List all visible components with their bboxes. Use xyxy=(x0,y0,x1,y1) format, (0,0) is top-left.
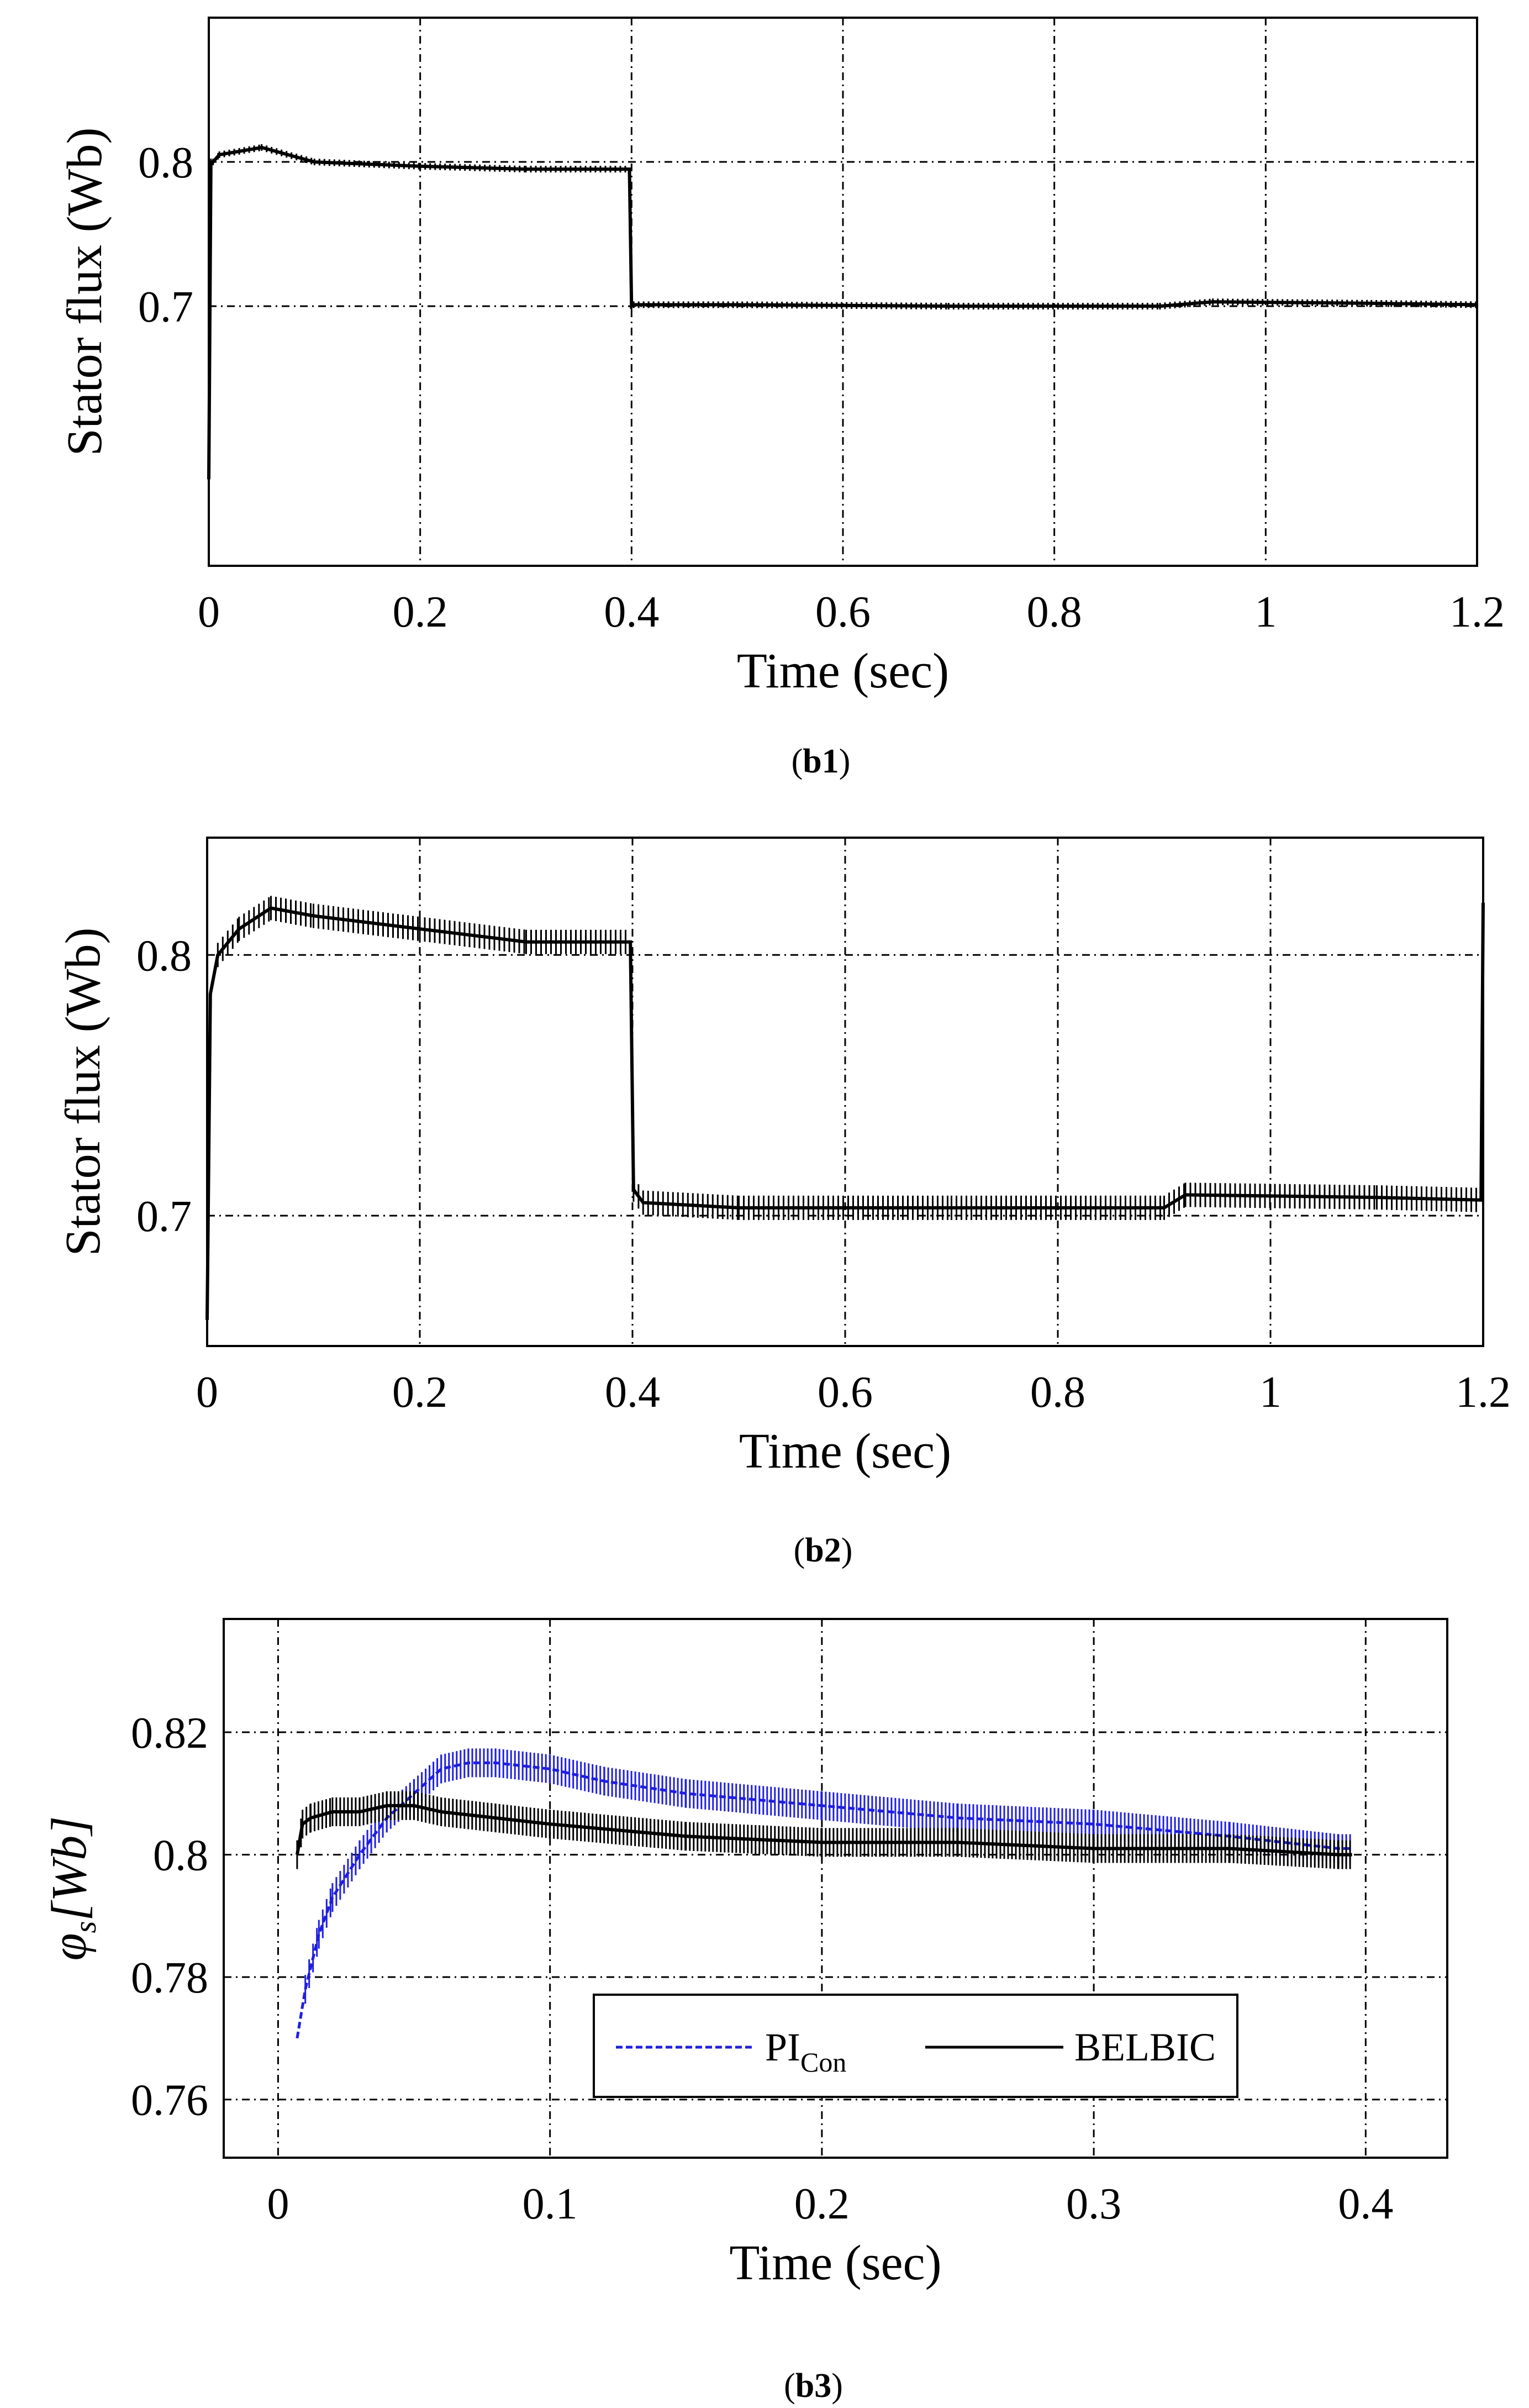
caption-open: ( xyxy=(794,1532,805,1569)
caption-open: ( xyxy=(784,2367,795,2405)
x-tick-label: 0.2 xyxy=(393,588,448,637)
legend-label-sub: Con xyxy=(800,2047,846,2078)
x-tick-label: 1.2 xyxy=(1456,1368,1511,1417)
series-belbic xyxy=(295,1791,1352,1869)
legend-label-main: BELBIC xyxy=(1074,2025,1216,2069)
y-tick-label: 0.8 xyxy=(138,139,193,187)
x-tick-label: 0.2 xyxy=(794,2180,850,2228)
caption-label: b2 xyxy=(805,1532,841,1569)
caption-label: b3 xyxy=(795,2367,831,2405)
x-tick-label: 1 xyxy=(1259,1368,1282,1417)
x-axis-label: Time (sec) xyxy=(737,644,949,698)
x-tick-label: 0.6 xyxy=(818,1368,873,1417)
caption-close: ) xyxy=(839,743,851,780)
x-axis-label: Time (sec) xyxy=(739,1424,951,1479)
x-tick-label: 0.4 xyxy=(604,588,659,637)
series-ripple xyxy=(296,1791,1351,1869)
chart-b3: 0 0.1 0.2 0.3 0.4 0.76 0.78 0.8 0.82 Time (sec) φs… xyxy=(42,1618,1448,2405)
plot-frame xyxy=(223,1618,1448,2159)
series-ripple xyxy=(210,144,1477,310)
y-tick-label: 0.76 xyxy=(131,2076,208,2125)
x-tick-label: 0 xyxy=(196,1368,218,1417)
x-tick-label: 0 xyxy=(198,588,220,637)
caption-close: ) xyxy=(841,1532,853,1569)
y-axis-unit: [Wb] xyxy=(42,1816,97,1921)
x-tick-label: 1 xyxy=(1254,588,1277,637)
caption-open: ( xyxy=(792,743,803,780)
y-axis-symbol: φ xyxy=(42,1933,97,1961)
x-tick-label: 0 xyxy=(267,2180,289,2228)
y-tick-label: 0.82 xyxy=(131,1709,208,1758)
y-axis-label: φs[Wb] xyxy=(42,1816,103,1961)
x-tick-label: 0.4 xyxy=(1338,2180,1393,2228)
y-tick-label: 0.78 xyxy=(131,1954,208,2002)
y-tick-label: 0.7 xyxy=(138,283,193,332)
figure-caption: (b3) xyxy=(784,2367,843,2405)
x-tick-label: 0.2 xyxy=(392,1368,447,1417)
legend-label-main: PI xyxy=(765,2025,800,2069)
y-axis-label: Stator flux (Wb) xyxy=(56,928,110,1256)
figure-caption: (b1) xyxy=(792,743,851,780)
series-stator-flux xyxy=(205,896,1485,1320)
x-tick-label: 0.8 xyxy=(1027,588,1082,637)
chart-b2: 0 0.2 0.4 0.6 0.8 1 1.2 0.7 0.8 Time (sec) Stator … xyxy=(56,837,1511,1569)
caption-close: ) xyxy=(831,2367,843,2405)
legend: PICon BELBIC xyxy=(593,1994,1238,2098)
x-tick-label: 1.2 xyxy=(1449,588,1505,637)
series-stator-flux xyxy=(207,144,1478,480)
figure-caption: (b2) xyxy=(794,1532,853,1569)
x-tick-label: 0.4 xyxy=(605,1368,660,1417)
caption-label: b1 xyxy=(803,743,839,780)
y-axis-subscript: s xyxy=(68,1921,103,1933)
y-axis-label: Stator flux (Wb) xyxy=(57,128,112,456)
legend-label: PICon xyxy=(765,2025,846,2078)
x-tick-label: 0.8 xyxy=(1030,1368,1085,1417)
y-tick-label: 0.8 xyxy=(136,932,192,980)
x-axis-label: Time (sec) xyxy=(729,2236,941,2290)
series-ripple xyxy=(217,896,1477,1220)
x-tick-label: 0.1 xyxy=(523,2180,578,2228)
y-tick-label: 0.8 xyxy=(153,1832,208,1880)
legend-label: BELBIC xyxy=(1074,2025,1216,2069)
x-tick-label: 0.3 xyxy=(1066,2180,1121,2228)
y-tick-label: 0.7 xyxy=(136,1192,192,1241)
chart-b1: 0 0.2 0.4 0.6 0.8 1 1.2 0.7 0.8 Time (sec) Stator … xyxy=(57,17,1505,780)
x-tick-label: 0.6 xyxy=(815,588,871,637)
plot-frame xyxy=(206,837,1484,1347)
series-line xyxy=(205,902,1485,1320)
plot-frame xyxy=(208,17,1478,567)
